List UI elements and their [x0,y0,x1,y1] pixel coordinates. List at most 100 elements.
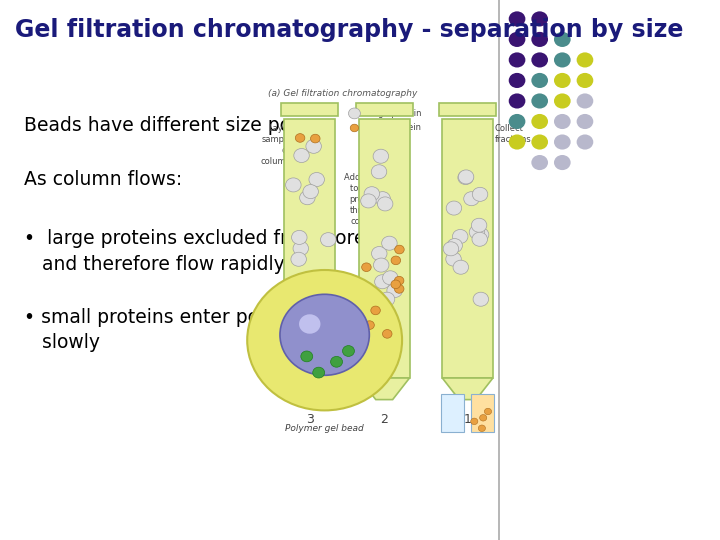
Circle shape [485,408,492,415]
Circle shape [509,32,526,47]
Circle shape [395,276,404,285]
Text: Layer
sample
on
column: Layer sample on column [261,124,292,166]
Circle shape [446,252,462,266]
Circle shape [472,232,487,246]
Circle shape [372,246,387,260]
Circle shape [453,260,469,274]
Text: Beads have different size pores: Beads have different size pores [24,116,320,135]
FancyBboxPatch shape [356,103,413,116]
Circle shape [577,52,593,68]
Circle shape [472,187,487,201]
Circle shape [469,225,485,239]
Circle shape [343,346,354,356]
Circle shape [330,356,343,367]
Circle shape [318,325,333,339]
Circle shape [303,185,318,199]
Circle shape [509,93,526,109]
Circle shape [531,134,548,150]
Circle shape [294,148,310,163]
Circle shape [509,11,526,26]
Circle shape [361,194,376,208]
Text: Small protein: Small protein [365,124,421,132]
Polygon shape [442,378,493,400]
Circle shape [297,340,313,354]
Circle shape [364,187,379,201]
Circle shape [373,149,389,163]
Circle shape [371,306,380,315]
Circle shape [444,242,459,256]
Circle shape [292,231,307,245]
Circle shape [395,285,404,293]
Circle shape [452,230,468,244]
FancyBboxPatch shape [439,103,496,116]
FancyBboxPatch shape [284,119,335,378]
Circle shape [531,114,548,129]
Circle shape [554,134,571,150]
Circle shape [458,171,473,185]
Circle shape [374,275,390,289]
Circle shape [382,329,392,338]
Text: • small proteins enter pores and flow
   slowly: • small proteins enter pores and flow sl… [24,308,374,352]
Circle shape [447,239,462,253]
Circle shape [554,93,571,109]
Circle shape [480,415,487,421]
Circle shape [464,192,480,206]
Text: Add buffer
to wash
proteins
through
column: Add buffer to wash proteins through colu… [344,173,389,226]
Text: Gel filtration chromatography - separation by size: Gel filtration chromatography - separati… [15,18,683,42]
Text: Large protein: Large protein [365,109,422,118]
Polygon shape [359,378,410,400]
Circle shape [374,258,389,272]
Circle shape [382,236,397,250]
Circle shape [301,351,312,362]
Text: Collect
fractions: Collect fractions [495,124,531,144]
Circle shape [531,32,548,47]
Circle shape [478,425,485,431]
Circle shape [509,114,526,129]
Circle shape [280,294,369,375]
Circle shape [295,133,305,142]
Circle shape [365,321,374,329]
Circle shape [373,354,389,368]
Circle shape [554,52,571,68]
Circle shape [395,245,404,254]
Circle shape [319,349,334,363]
Circle shape [310,134,320,143]
Text: Polymer gel bead: Polymer gel bead [285,424,364,433]
Circle shape [372,165,387,179]
Circle shape [361,263,372,272]
Circle shape [531,11,548,26]
Circle shape [577,93,593,109]
Text: 3: 3 [306,413,314,426]
Circle shape [509,134,526,150]
Circle shape [459,170,474,184]
Circle shape [375,192,390,206]
Circle shape [309,172,325,186]
Circle shape [379,292,395,306]
Circle shape [391,256,400,265]
Text: (a) Gel filtration chromatography: (a) Gel filtration chromatography [268,89,417,98]
Circle shape [473,292,489,306]
Circle shape [554,114,571,129]
Circle shape [302,339,318,353]
Circle shape [387,284,402,298]
Circle shape [446,201,462,215]
Circle shape [312,367,325,378]
FancyBboxPatch shape [442,119,493,378]
Circle shape [554,73,571,88]
Text: As column flows:: As column flows: [24,170,182,189]
Text: 1: 1 [464,413,472,426]
Circle shape [509,73,526,88]
Text: 2: 2 [380,413,388,426]
Circle shape [531,52,548,68]
Circle shape [471,418,478,424]
Circle shape [391,280,400,289]
Circle shape [320,233,336,247]
Circle shape [247,270,402,410]
FancyBboxPatch shape [359,119,410,378]
Circle shape [577,114,593,129]
FancyBboxPatch shape [441,394,464,432]
Circle shape [509,52,526,68]
FancyBboxPatch shape [282,103,338,116]
Circle shape [291,252,307,266]
FancyBboxPatch shape [471,394,494,432]
